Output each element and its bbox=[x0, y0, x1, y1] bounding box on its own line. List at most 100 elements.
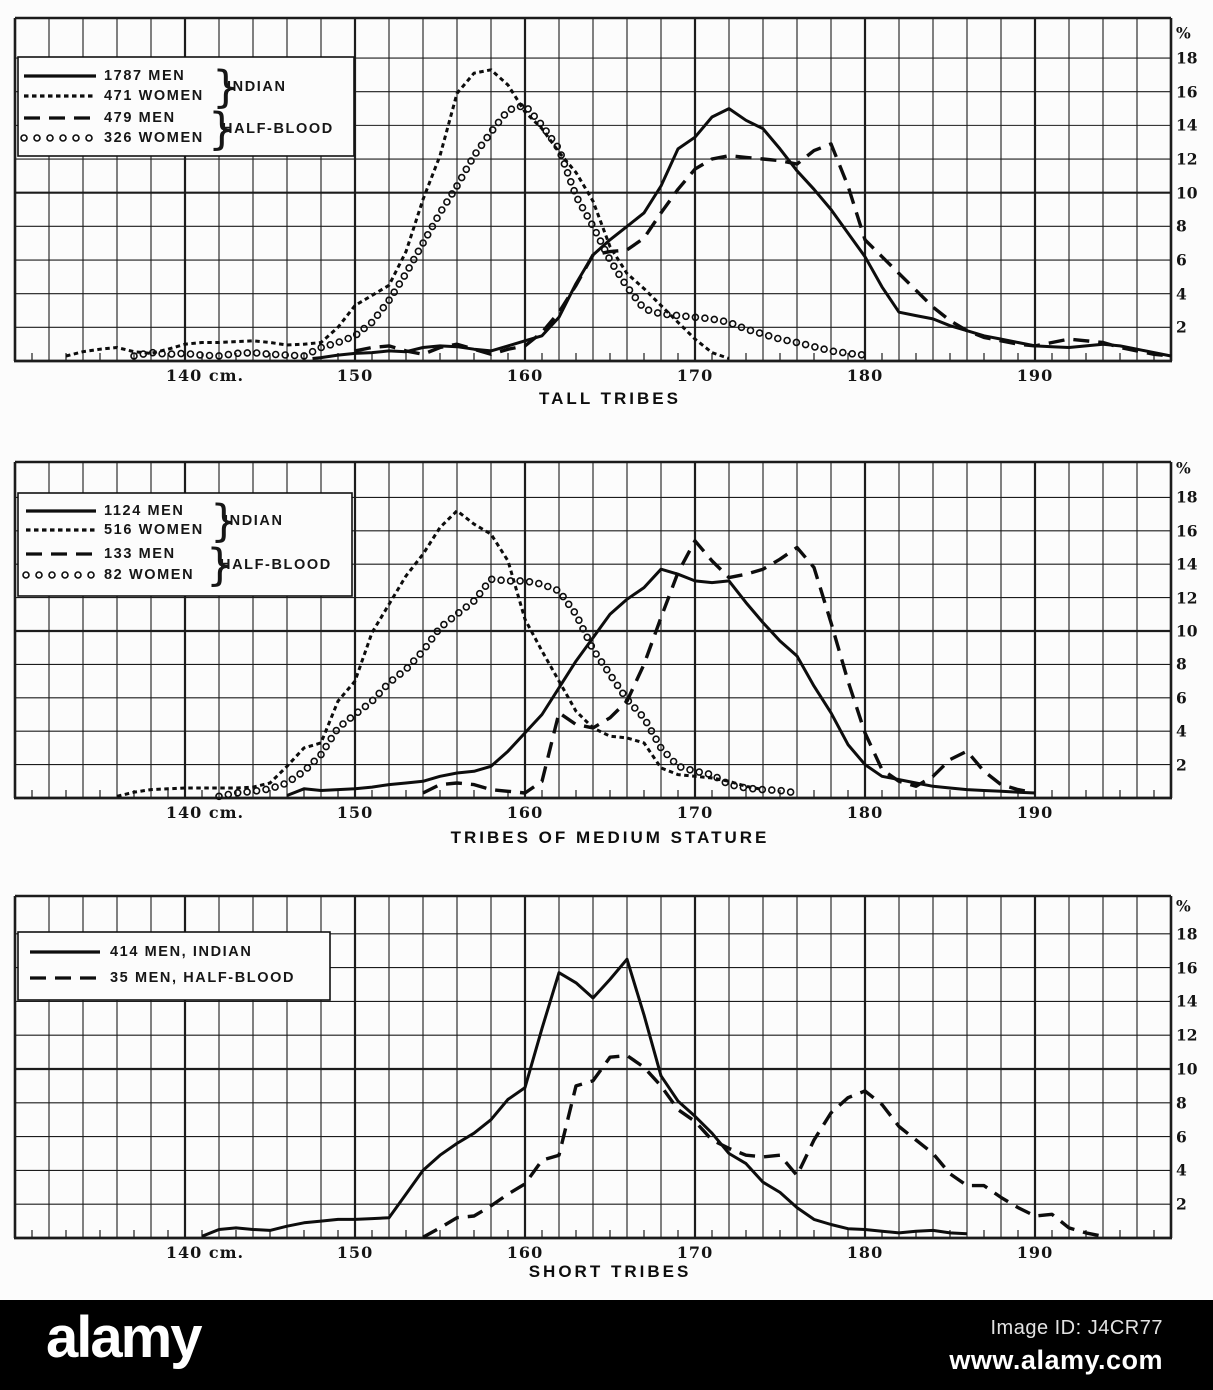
data-point-circle bbox=[396, 670, 404, 678]
data-point-circle bbox=[440, 620, 448, 629]
data-point-circle bbox=[215, 792, 223, 801]
data-point-circle bbox=[783, 336, 791, 345]
data-point-circle bbox=[271, 783, 279, 791]
data-point-circle bbox=[167, 350, 176, 358]
data-point-circle bbox=[691, 313, 700, 322]
data-point-circle bbox=[224, 350, 233, 359]
data-point-circle bbox=[303, 764, 312, 772]
data-point-circle bbox=[630, 704, 639, 712]
data-point-circle bbox=[767, 786, 776, 794]
data-point-circle bbox=[737, 323, 746, 332]
data-point-circle bbox=[758, 785, 767, 794]
series-solid-line bbox=[201, 957, 968, 1238]
data-point-circle bbox=[367, 318, 376, 327]
data-point-circle bbox=[704, 770, 713, 778]
data-point-circle bbox=[385, 296, 393, 305]
data-point-circle bbox=[290, 351, 299, 360]
data-point-circle bbox=[488, 126, 497, 134]
legend-circles-sample bbox=[46, 134, 54, 142]
data-point-circle bbox=[186, 350, 195, 358]
data-point-circle bbox=[525, 577, 534, 586]
data-point-circle bbox=[433, 214, 441, 222]
data-point-circle bbox=[243, 349, 252, 357]
data-point-circle bbox=[308, 347, 317, 356]
data-point-circle bbox=[494, 118, 503, 127]
data-point-circle bbox=[326, 340, 335, 349]
data-point-circle bbox=[557, 151, 566, 159]
data-point-circle bbox=[592, 650, 600, 658]
legend-box bbox=[17, 492, 353, 597]
series-longdash-line bbox=[422, 1053, 1104, 1239]
data-point-circle bbox=[575, 616, 583, 625]
data-point-circle bbox=[811, 343, 819, 351]
data-point-circle bbox=[663, 750, 671, 759]
data-point-circle bbox=[534, 579, 543, 588]
data-point-circle bbox=[467, 157, 475, 165]
data-point-circle bbox=[462, 603, 471, 611]
data-point-circle bbox=[524, 105, 532, 113]
data-point-circle bbox=[400, 272, 409, 280]
data-point-circle bbox=[669, 757, 678, 766]
data-point-circle bbox=[610, 262, 618, 271]
data-point-circle bbox=[296, 770, 304, 778]
data-point-circle bbox=[322, 742, 330, 751]
data-point-circle bbox=[564, 600, 573, 609]
alamy-watermark-bar: alamy Image ID: J4CR77 www.alamy.com bbox=[0, 1300, 1213, 1390]
data-point-circle bbox=[453, 182, 461, 190]
data-point-circle bbox=[448, 190, 456, 198]
data-point-circle bbox=[300, 352, 308, 360]
data-point-circle bbox=[748, 784, 757, 793]
data-point-circle bbox=[354, 708, 362, 717]
data-point-circle bbox=[390, 288, 399, 297]
data-point-circle bbox=[764, 331, 773, 340]
data-point-circle bbox=[613, 681, 622, 690]
data-point-circle bbox=[506, 577, 515, 585]
legend-circles-sample bbox=[85, 134, 93, 142]
data-point-circle bbox=[653, 309, 662, 317]
data-point-circle bbox=[543, 582, 552, 591]
data-point-circle bbox=[224, 790, 233, 799]
data-point-circle bbox=[578, 203, 587, 212]
data-point-circle bbox=[552, 586, 561, 594]
data-point-circle bbox=[346, 714, 355, 722]
data-point-circle bbox=[368, 696, 377, 705]
data-point-circle bbox=[801, 340, 810, 349]
data-point-circle bbox=[422, 642, 431, 651]
data-point-circle bbox=[777, 786, 786, 795]
data-point-circle bbox=[583, 212, 592, 220]
data-point-circle bbox=[530, 112, 539, 120]
legend-circles-sample bbox=[35, 571, 43, 579]
data-point-circle bbox=[361, 702, 370, 711]
data-point-circle bbox=[288, 775, 297, 784]
data-point-circle bbox=[271, 350, 280, 359]
data-point-circle bbox=[234, 349, 242, 358]
data-point-circle bbox=[344, 334, 353, 343]
data-point-circle bbox=[381, 682, 390, 691]
data-point-circle bbox=[405, 264, 413, 272]
data-point-circle bbox=[820, 345, 828, 354]
data-point-circle bbox=[483, 133, 491, 142]
legend-circles-sample bbox=[48, 571, 56, 579]
data-point-circle bbox=[158, 349, 166, 358]
data-point-circle bbox=[332, 726, 341, 735]
data-point-circle bbox=[563, 169, 572, 177]
legend-circles-sample bbox=[33, 134, 41, 142]
data-point-circle bbox=[713, 773, 721, 782]
data-point-circle bbox=[618, 689, 627, 698]
data-point-circle bbox=[447, 614, 456, 623]
data-point-circle bbox=[592, 228, 601, 237]
data-point-circle bbox=[317, 750, 325, 759]
data-point-circle bbox=[375, 689, 384, 698]
series-dotted-line bbox=[65, 68, 730, 360]
data-point-circle bbox=[559, 592, 567, 601]
data-point-circle bbox=[656, 743, 665, 752]
data-point-circle bbox=[547, 134, 556, 143]
data-point-circle bbox=[205, 351, 214, 360]
legend-circles-sample bbox=[74, 571, 82, 579]
data-point-circle bbox=[414, 247, 423, 256]
data-point-circle bbox=[177, 349, 185, 358]
legend-circles-sample bbox=[72, 134, 80, 142]
data-point-circle bbox=[739, 783, 748, 792]
data-point-circle bbox=[647, 727, 656, 735]
